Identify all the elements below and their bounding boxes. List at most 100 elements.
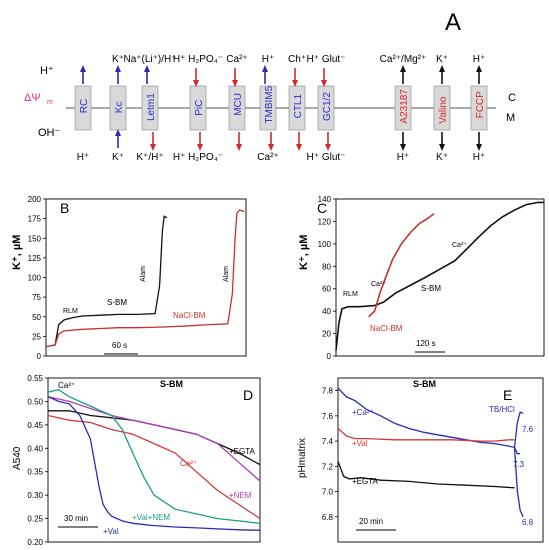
transporter-a23187: A23187 Ca²⁺/Mg²⁺ H⁺ [380, 54, 427, 163]
transporter-box [141, 85, 159, 131]
e-series-label-egta: +EGTA [352, 477, 379, 486]
transporter-valino: Valino K⁺ K⁺ [433, 54, 451, 163]
transporter-label: GC1/2 [322, 92, 333, 121]
series-line-3 [513, 411, 524, 448]
ion-label-top: K⁺ [112, 54, 124, 65]
transporter-label: PiC [194, 100, 205, 116]
y-tick-label: 0 [327, 352, 332, 361]
transporter-label: RC [79, 99, 90, 113]
panel-b-letter: B [60, 200, 69, 216]
y-tick-label: 40 [322, 307, 331, 316]
arrowhead [476, 144, 482, 151]
transporter-label: Letm1 [146, 93, 157, 121]
transporter-box [394, 85, 412, 131]
c-annotation-sbm: S-BM [421, 284, 441, 293]
plot-frame [47, 377, 261, 543]
y-tick-label: 175 [28, 215, 42, 224]
ion-label-top: K⁺ [436, 54, 448, 65]
ion-label-top: Ca²⁺ [226, 54, 247, 65]
series-line-1 [368, 212, 435, 318]
arrowhead [193, 80, 199, 87]
arrowhead [236, 144, 242, 151]
e-series-label-ca: +Ca²⁺ [352, 408, 374, 417]
ion-label-bottom: Ca²⁺ [257, 152, 278, 163]
compartment-c: C [508, 92, 516, 104]
series-line-1 [337, 428, 515, 442]
transporter-label: A23187 [399, 89, 410, 124]
c-annotation-ca-2: Ca²⁺ [452, 242, 467, 249]
y-tick-label: 0.20 [27, 538, 43, 547]
panel-d: S-BM D A540 0.20 0.25 0.30 0.35 0.40 0.45 0.50… [12, 374, 261, 547]
plot-frame [337, 377, 544, 543]
e-title: S-BM [413, 379, 436, 389]
d-series-label-valnem: +Val+NEM [132, 513, 170, 522]
y-tick-label: 100 [28, 274, 42, 283]
e-series-label-val: +Val [352, 439, 368, 448]
y-tick-label: 200 [28, 195, 42, 204]
y-tick-label: 0.30 [27, 491, 43, 500]
transporter-letm1: Letm1 Na⁺(Li⁺)/H⁺ K⁺/H⁺ [123, 54, 176, 163]
transporter-label: CTL1 [293, 94, 304, 119]
transporter-pic: PiC H⁺ H₂PO₄⁻ H⁺ H₂PO₄⁻ [173, 54, 223, 163]
series-line-0 [48, 410, 261, 466]
y-tick-label: 75 [32, 293, 41, 302]
arrowhead [115, 65, 121, 72]
arrowhead [296, 144, 302, 151]
y-tick-label: 0.55 [27, 374, 43, 383]
ion-label-top: H⁺ Glut⁻ [307, 54, 346, 65]
arrowhead [321, 80, 327, 87]
transporter-label: TMBIM5 [264, 85, 275, 123]
ion-label-bottom: H⁺ [473, 152, 486, 163]
ion-label-bottom: K⁺/H⁺ [136, 152, 163, 163]
d-scale-label: 30 min [64, 514, 88, 523]
arrowhead [400, 65, 406, 72]
transporter-box [228, 85, 246, 131]
b-annotation-sbm: S-BM [107, 298, 127, 307]
transporter-box [74, 85, 92, 131]
e-scale-label: 20 min [359, 517, 383, 526]
y-tick-label: 140 [318, 195, 332, 204]
y-tick-label: 0.50 [27, 397, 43, 406]
panel-d-letter: D [243, 387, 253, 403]
transporter-label: FCCP [475, 91, 486, 119]
series-line-2 [337, 461, 515, 489]
arrowhead [80, 65, 86, 72]
d-series-label-egta: +EGTA [229, 447, 256, 456]
panel-b: B K⁺, µM 0 25 50 75 100 125 150 175 200 RLM S-BM… [11, 195, 247, 361]
plot-frame [335, 198, 545, 357]
y-tick-label: 7.6 [322, 412, 334, 421]
y-tick-label: 7.8 [322, 387, 334, 396]
ion-label-bottom: K⁺ [436, 152, 448, 163]
series-line-1 [45, 209, 245, 348]
b-ylabel: K⁺, µM [11, 235, 23, 270]
arrowhead [476, 65, 482, 72]
arrowhead [262, 65, 268, 72]
arrowhead [232, 80, 238, 87]
y-tick-label: 60 [322, 285, 331, 294]
ion-label-bottom: H⁺ H₂PO₄⁻ [173, 152, 223, 163]
d-annotation-ca: Ca²⁺ [58, 381, 75, 390]
transporter-rc: RC H⁺ [74, 65, 92, 163]
delta-psi-label: ΔΨ [24, 92, 41, 104]
e-end-label-68: 6.8 [522, 518, 534, 527]
transporter-label: Valino [438, 96, 449, 123]
transporter-ctl1: CTL1 Ch⁺ [288, 54, 306, 151]
y-tick-label: 7.4 [322, 437, 334, 446]
b-annotation-alam-2: Alam [223, 266, 230, 282]
y-tick-label: 50 [32, 313, 41, 322]
c-annotation-ca-1: Ca²⁺ [371, 281, 386, 288]
c-annotation-rlm: RLM [343, 291, 358, 298]
c-ylabel: K⁺, µM [298, 235, 310, 270]
series-line-4 [513, 447, 524, 518]
d-series-label-ca: Ca²⁺ [180, 459, 197, 468]
panel-a-letter: A [445, 9, 461, 36]
y-tick-label: 125 [28, 254, 42, 263]
ion-label-top: H⁺ [473, 54, 486, 65]
arrowhead [268, 144, 274, 151]
series-line-0 [335, 201, 544, 351]
b-scale-label: 60 s [112, 341, 127, 350]
series-line-3 [47, 389, 261, 524]
c-scale-label: 120 s [416, 339, 436, 348]
b-annotation-rlm: RLM [63, 308, 78, 315]
